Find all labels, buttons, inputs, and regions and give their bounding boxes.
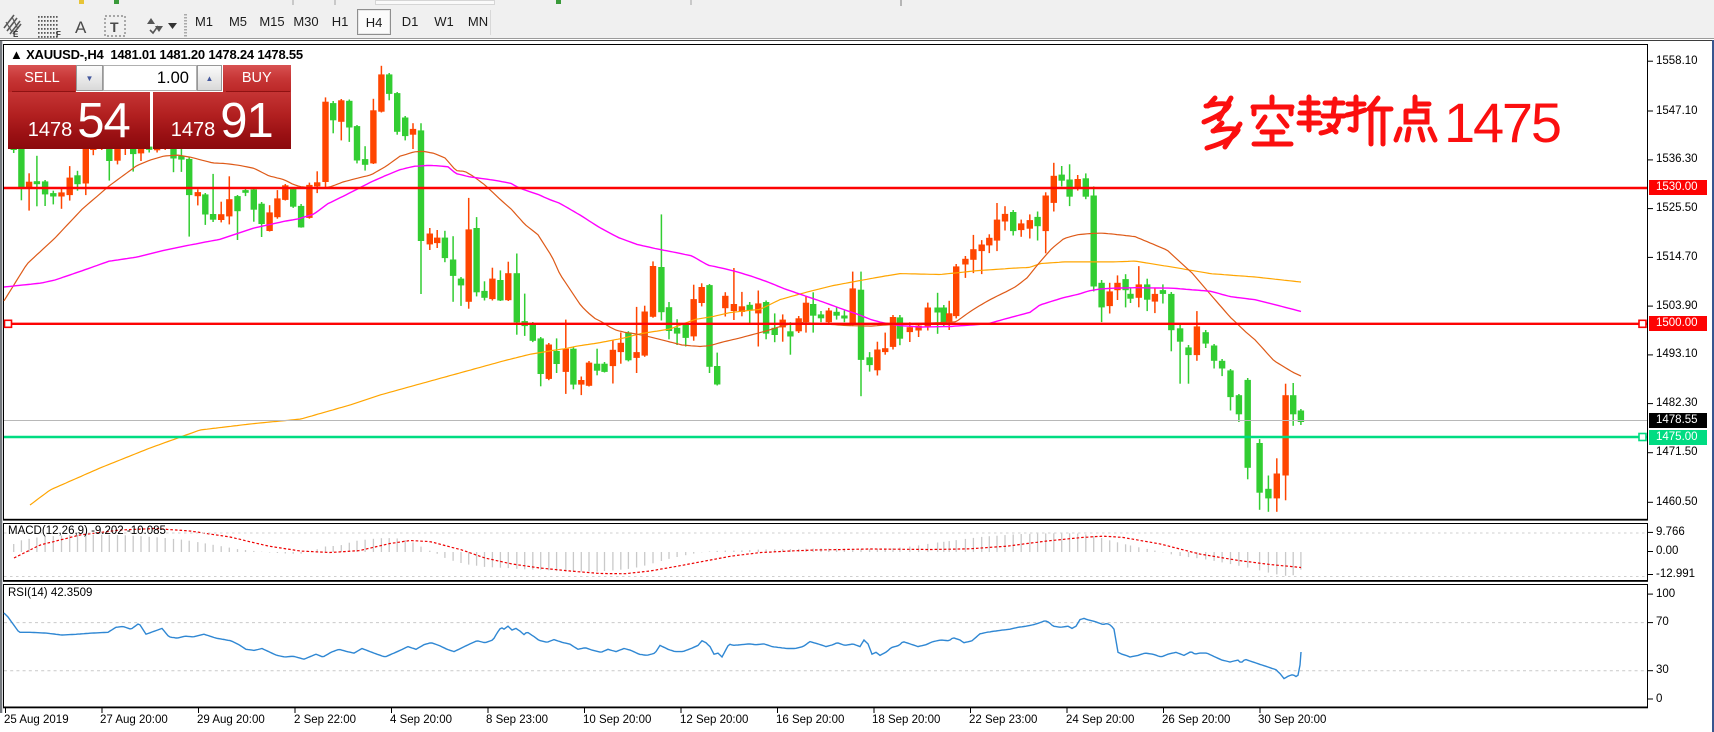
svg-text:A: A [75, 18, 87, 37]
svg-text:E: E [13, 30, 19, 39]
svg-text:F: F [56, 30, 61, 39]
svg-text:1475: 1475 [1444, 91, 1562, 154]
svg-text:T: T [110, 19, 119, 35]
